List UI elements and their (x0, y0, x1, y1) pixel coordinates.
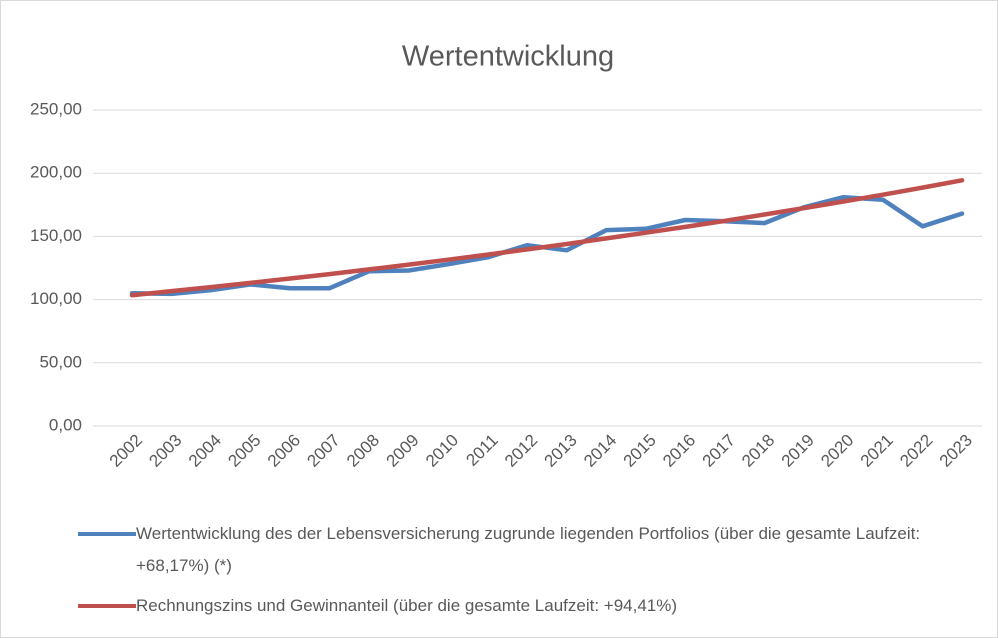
y-tick-label: 250,00 (30, 99, 82, 118)
chart-title: Wertentwicklung (402, 41, 614, 73)
legend-label: Wertentwicklung des der Lebensversicheru… (136, 524, 921, 575)
legend-key (78, 532, 136, 536)
data-line (129, 178, 965, 298)
y-tick-label: 100,00 (30, 289, 82, 308)
y-tick-label: 150,00 (30, 226, 82, 245)
y-tick-label: 0,00 (49, 415, 82, 434)
y-tick-label: 50,00 (39, 352, 82, 371)
legend-key (78, 604, 136, 608)
legend-entry: Wertentwicklung des der Lebensversicheru… (78, 518, 958, 582)
y-tick-label: 200,00 (30, 163, 82, 182)
legend-entry: Rechnungszins und Gewinnanteil (über die… (78, 590, 958, 622)
legend-label: Rechnungszins und Gewinnanteil (über die… (136, 596, 678, 615)
